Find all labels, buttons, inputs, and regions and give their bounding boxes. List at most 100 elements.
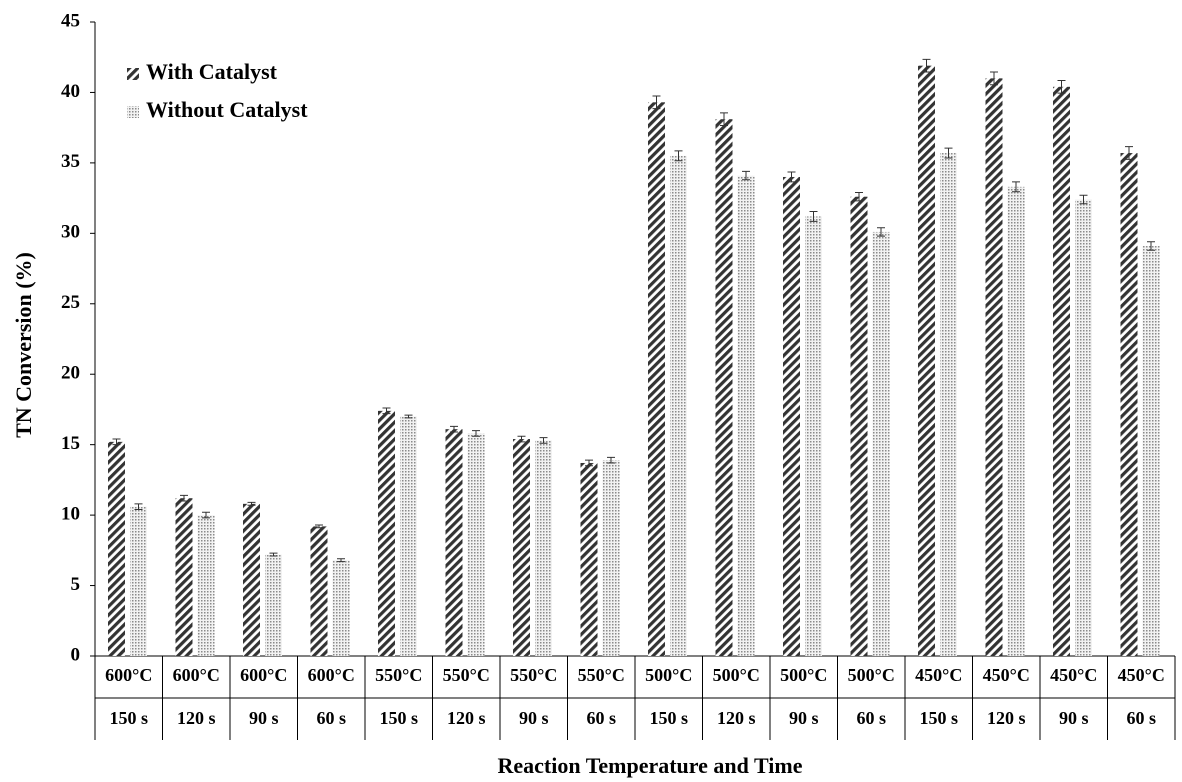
- error-bar: [134, 503, 143, 510]
- x-tick-label: 500°C: [713, 665, 760, 685]
- bar: [1120, 153, 1138, 656]
- error-bar: [585, 459, 593, 467]
- error-bar: [720, 112, 728, 127]
- bar: [310, 526, 328, 656]
- x-tick-label: 90 s: [249, 708, 279, 728]
- bar: [850, 196, 868, 657]
- y-tick-label: 5: [71, 574, 81, 595]
- bar: [378, 410, 395, 656]
- error-bar: [944, 147, 953, 159]
- bar: [1007, 186, 1025, 656]
- bar: [467, 433, 485, 656]
- bar: [715, 119, 733, 657]
- bar: [1075, 199, 1092, 656]
- error-bar: [450, 425, 458, 433]
- x-tick-label: 450°C: [1050, 665, 1097, 685]
- error-bar: [607, 456, 615, 464]
- bar: [580, 462, 598, 656]
- bar: [648, 102, 665, 657]
- x-tick-label: 150 s: [919, 708, 958, 728]
- error-bar: [855, 191, 863, 202]
- error-bar: [202, 511, 210, 519]
- bar: [737, 175, 755, 656]
- x-tick-label: 150 s: [379, 708, 418, 728]
- y-tick-label: 45: [61, 10, 80, 31]
- bar: [400, 416, 417, 656]
- bar: [535, 440, 552, 656]
- bar: [872, 231, 890, 656]
- x-tick-label: 550°C: [510, 665, 557, 685]
- x-tick-label: 500°C: [645, 665, 692, 685]
- x-tick-label: 500°C: [848, 665, 895, 685]
- bar: [197, 515, 215, 656]
- error-bar: [809, 210, 818, 222]
- error-bar: [539, 437, 548, 444]
- bar: [1142, 246, 1160, 656]
- error-bar: [382, 407, 391, 415]
- error-bar: [472, 430, 480, 437]
- x-tick-label: 550°C: [443, 665, 490, 685]
- y-tick-label: 25: [61, 292, 80, 313]
- y-tick-label: 10: [61, 503, 80, 524]
- bar: [445, 429, 463, 656]
- x-tick-label: 120 s: [447, 708, 486, 728]
- x-tick-label: 600°C: [105, 665, 152, 685]
- legend-label: Without Catalyst: [146, 97, 308, 122]
- bar: [602, 460, 620, 656]
- x-tick-label: 120 s: [717, 708, 756, 728]
- bar: [108, 441, 125, 656]
- error-bar: [652, 95, 661, 110]
- x-tick-label: 450°C: [915, 665, 962, 685]
- bar: [670, 155, 687, 656]
- bar: [940, 153, 957, 656]
- error-bar: [990, 71, 998, 86]
- error-bar: [1079, 194, 1088, 205]
- x-tick-label: 150 s: [109, 708, 148, 728]
- error-bar: [674, 150, 683, 162]
- bar: [513, 439, 530, 656]
- error-bar: [787, 171, 796, 183]
- error-bar: [404, 414, 413, 419]
- y-tick-label: 35: [61, 151, 80, 172]
- legend-label: With Catalyst: [146, 59, 278, 84]
- error-bar: [922, 58, 931, 73]
- y-axis-label: TN Conversion (%): [11, 252, 36, 438]
- error-bar: [112, 438, 121, 446]
- x-tick-label: 90 s: [1059, 708, 1089, 728]
- error-bar: [180, 494, 188, 502]
- bar: [1053, 86, 1070, 656]
- bar: [783, 176, 800, 656]
- error-bar: [269, 552, 278, 557]
- error-bar: [247, 501, 256, 506]
- x-tick-label: 60 s: [586, 708, 616, 728]
- x-tick-label: 550°C: [578, 665, 625, 685]
- x-tick-label: 550°C: [375, 665, 422, 685]
- x-tick-label: 600°C: [240, 665, 287, 685]
- x-tick-label: 600°C: [173, 665, 220, 685]
- x-tick-label: 60 s: [316, 708, 346, 728]
- error-bar: [1125, 146, 1133, 160]
- bar: [243, 503, 260, 656]
- x-tick-label: 450°C: [1118, 665, 1165, 685]
- bar: [805, 216, 822, 656]
- error-bar: [1012, 181, 1020, 193]
- y-tick-label: 15: [61, 433, 80, 454]
- x-tick-label: 450°C: [983, 665, 1030, 685]
- x-tick-label: 120 s: [177, 708, 216, 728]
- error-bar: [517, 435, 526, 443]
- legend-swatch: [127, 68, 139, 80]
- x-tick-label: 600°C: [308, 665, 355, 685]
- y-tick-label: 30: [61, 222, 80, 243]
- error-bar: [877, 227, 885, 237]
- x-tick-label: 90 s: [789, 708, 819, 728]
- x-tick-label: 60 s: [856, 708, 886, 728]
- x-tick-label: 60 s: [1126, 708, 1156, 728]
- bar: [265, 554, 282, 656]
- y-tick-label: 20: [61, 363, 80, 384]
- bar: [332, 560, 350, 656]
- error-bar: [337, 558, 345, 563]
- error-bar: [315, 524, 323, 529]
- bar: [130, 506, 147, 656]
- legend-swatch: [127, 106, 139, 118]
